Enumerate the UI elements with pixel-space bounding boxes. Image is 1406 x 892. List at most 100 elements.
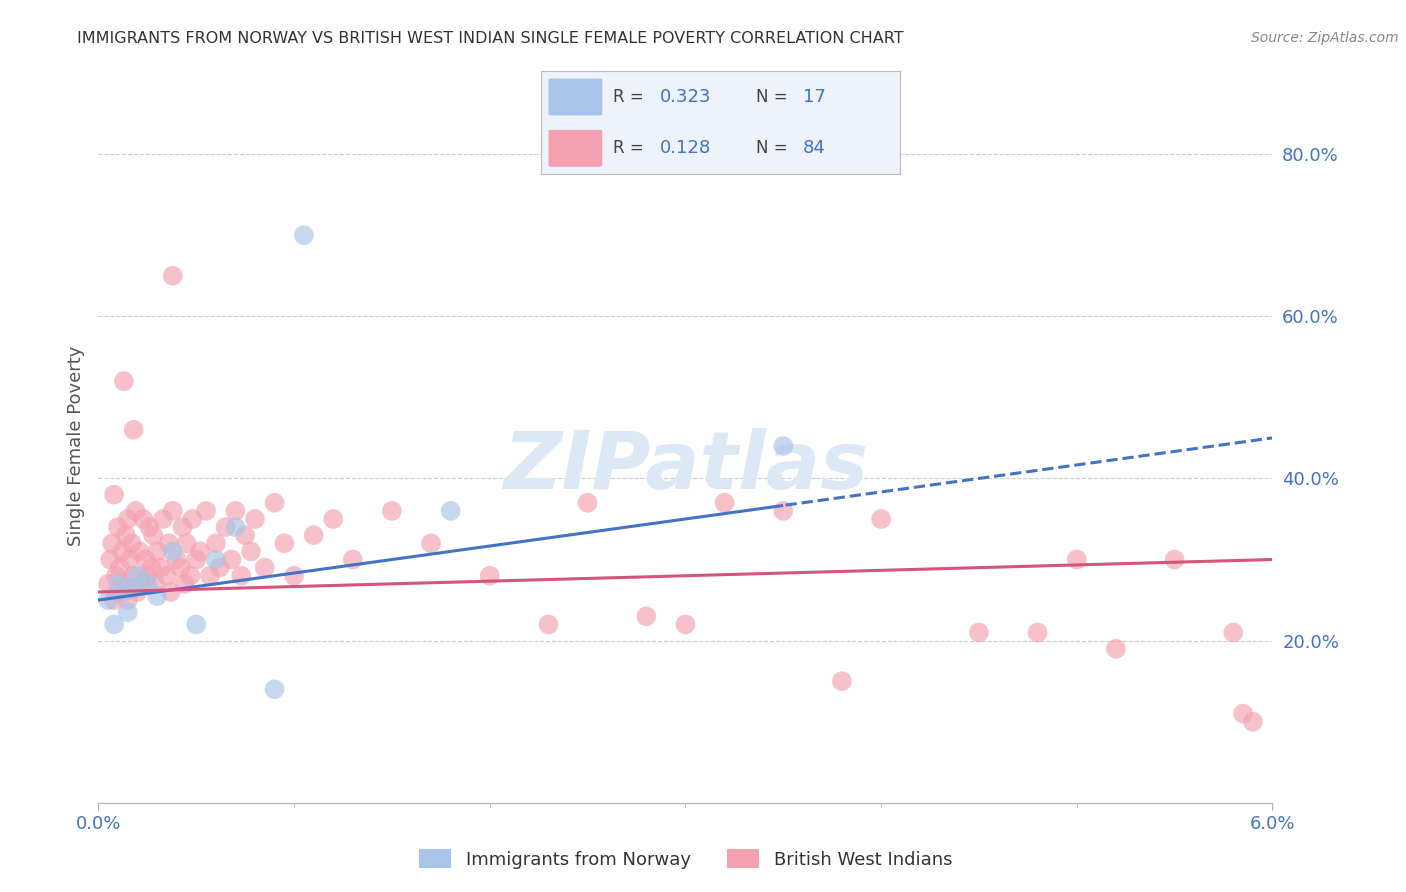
- Point: [173, 577, 195, 591]
- Point: [224, 520, 246, 534]
- Text: IMMIGRANTS FROM NORWAY VS BRITISH WEST INDIAN SINGLE FEMALE POVERTY CORRELATION : IMMIGRANTS FROM NORWAY VS BRITISH WEST I…: [77, 31, 904, 46]
- Point: [97, 593, 120, 607]
- Point: [253, 560, 276, 574]
- Point: [181, 512, 204, 526]
- Point: [240, 544, 263, 558]
- Point: [103, 593, 125, 607]
- Point: [98, 552, 121, 566]
- Point: [713, 496, 735, 510]
- Point: [263, 682, 285, 697]
- Point: [186, 552, 208, 566]
- Text: 0.323: 0.323: [659, 88, 711, 106]
- Text: 84: 84: [803, 139, 825, 157]
- Point: [101, 536, 124, 550]
- Point: [263, 496, 285, 510]
- Point: [138, 520, 160, 534]
- Text: R =: R =: [613, 88, 644, 106]
- Point: [162, 268, 184, 283]
- Point: [831, 674, 853, 689]
- Point: [156, 568, 179, 582]
- Point: [152, 512, 174, 526]
- Point: [243, 512, 266, 526]
- Point: [967, 625, 990, 640]
- Point: [136, 568, 159, 582]
- Point: [136, 577, 159, 591]
- Point: [381, 504, 404, 518]
- Point: [772, 439, 794, 453]
- Point: [122, 568, 145, 582]
- Point: [221, 552, 243, 566]
- Point: [141, 560, 163, 574]
- Point: [169, 560, 191, 574]
- Point: [142, 528, 165, 542]
- Point: [576, 496, 599, 510]
- Legend: Immigrants from Norway, British West Indians: Immigrants from Norway, British West Ind…: [412, 842, 959, 876]
- Point: [233, 528, 256, 542]
- Point: [111, 544, 134, 558]
- Point: [283, 568, 305, 582]
- Point: [636, 609, 658, 624]
- Text: ZIPatlas: ZIPatlas: [503, 428, 868, 507]
- Point: [112, 577, 135, 591]
- Point: [117, 605, 139, 619]
- Point: [1066, 552, 1088, 566]
- Point: [143, 577, 166, 591]
- Point: [1241, 714, 1264, 729]
- Point: [162, 504, 184, 518]
- Point: [107, 577, 129, 591]
- Point: [117, 593, 139, 607]
- Point: [146, 589, 169, 603]
- Point: [172, 520, 194, 534]
- Point: [127, 568, 149, 582]
- Point: [117, 512, 139, 526]
- Point: [103, 617, 125, 632]
- Point: [292, 228, 315, 243]
- Point: [124, 504, 146, 518]
- Point: [1163, 552, 1185, 566]
- Point: [1222, 625, 1244, 640]
- Point: [132, 512, 155, 526]
- Point: [420, 536, 443, 550]
- Text: Source: ZipAtlas.com: Source: ZipAtlas.com: [1251, 31, 1399, 45]
- Point: [112, 585, 135, 599]
- Point: [205, 536, 228, 550]
- Point: [870, 512, 893, 526]
- Point: [322, 512, 344, 526]
- Point: [205, 552, 228, 566]
- Point: [146, 544, 169, 558]
- Point: [302, 528, 325, 542]
- Point: [118, 552, 141, 566]
- Point: [195, 504, 218, 518]
- Point: [176, 536, 198, 550]
- Point: [121, 536, 143, 550]
- Point: [214, 520, 236, 534]
- FancyBboxPatch shape: [548, 130, 602, 167]
- Text: 17: 17: [803, 88, 825, 106]
- Point: [208, 560, 231, 574]
- Point: [1026, 625, 1049, 640]
- Point: [162, 544, 184, 558]
- Point: [127, 585, 149, 599]
- Point: [103, 488, 125, 502]
- Point: [107, 520, 129, 534]
- Point: [97, 577, 120, 591]
- Point: [188, 544, 211, 558]
- Point: [122, 581, 145, 595]
- Point: [675, 617, 697, 632]
- Point: [131, 577, 153, 591]
- Point: [440, 504, 463, 518]
- Point: [224, 504, 246, 518]
- Point: [122, 423, 145, 437]
- Point: [112, 374, 135, 388]
- Point: [179, 568, 201, 582]
- Point: [157, 536, 180, 550]
- Point: [273, 536, 295, 550]
- Text: R =: R =: [613, 139, 644, 157]
- Y-axis label: Single Female Poverty: Single Female Poverty: [66, 346, 84, 546]
- Point: [772, 504, 794, 518]
- Text: N =: N =: [756, 88, 787, 106]
- Text: N =: N =: [756, 139, 787, 157]
- Point: [108, 560, 131, 574]
- Point: [198, 568, 221, 582]
- Point: [150, 560, 173, 574]
